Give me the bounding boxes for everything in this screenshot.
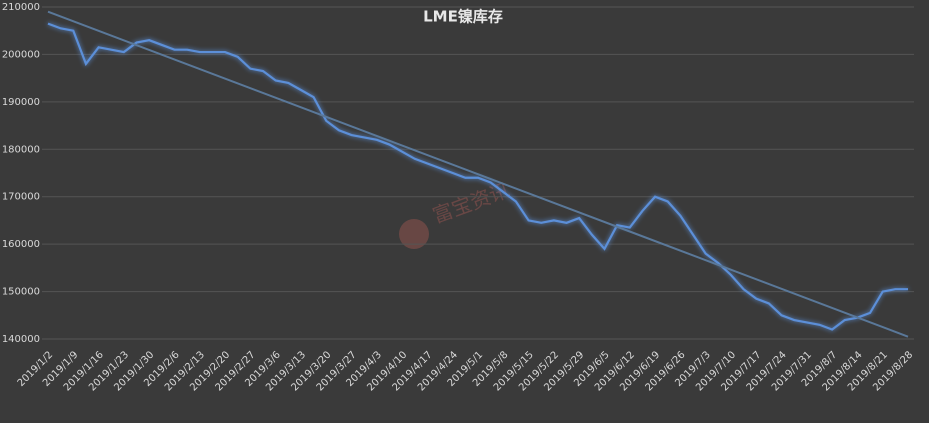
y-tick-label: 170000	[2, 192, 40, 203]
y-tick-label: 150000	[2, 287, 40, 298]
y-tick-label: 190000	[2, 97, 40, 108]
trend-line	[47, 10, 909, 338]
y-tick-label: 200000	[2, 49, 40, 60]
y-tick-label: 180000	[2, 144, 40, 155]
chart-title: LME镍库存	[423, 8, 503, 26]
y-tick-label: 140000	[2, 334, 40, 345]
watermark-logo	[399, 219, 429, 249]
y-tick-label: 160000	[2, 239, 40, 250]
data-line	[47, 22, 908, 331]
y-tick-label: 210000	[2, 2, 40, 13]
